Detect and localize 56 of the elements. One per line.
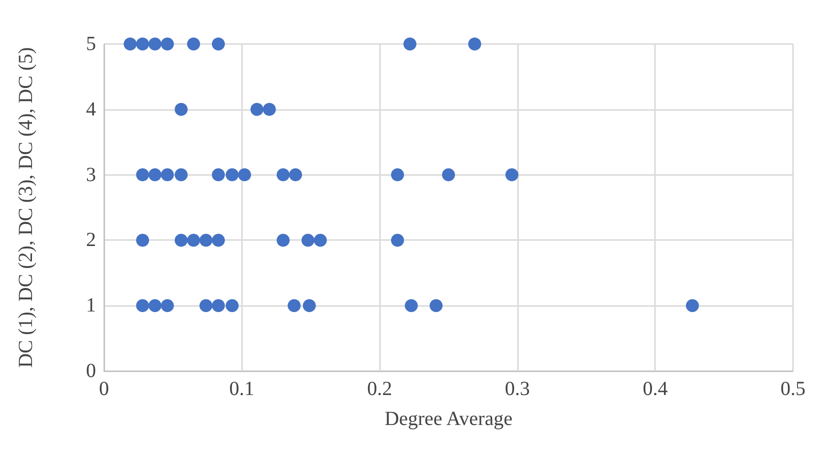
point [174,168,188,182]
point [442,168,455,182]
point [301,234,314,247]
point [160,299,174,312]
point [226,168,239,182]
point [262,102,276,116]
point [238,168,252,182]
y-tick-label: 3 [86,164,96,186]
x-tick-label: 0.5 [780,378,806,400]
point [289,168,302,182]
point [160,38,174,50]
x-tick-label: 0.3 [504,378,530,400]
point [136,299,150,312]
point [212,38,225,50]
point [276,168,290,182]
point [136,168,150,182]
point [404,299,418,312]
point [148,299,162,312]
y-tick-label: 4 [86,98,96,120]
point [174,102,188,116]
point [302,299,316,312]
point [391,168,404,182]
point [160,168,174,182]
point [148,168,162,182]
point [187,38,200,50]
x-axis-title: Degree Average [384,408,513,430]
point [136,38,150,50]
point [212,299,225,312]
x-tick-label: 0.4 [642,378,668,400]
point [468,38,482,50]
point [212,234,225,247]
point [505,168,518,182]
point [174,234,188,247]
point [276,234,290,247]
point [124,38,137,50]
point [199,234,212,247]
point [288,299,301,312]
y-axis-title: DC (1), DC (2), DC (3), DC (4), DC (5) [15,47,37,368]
point [226,299,239,312]
x-tick-label: 0.1 [229,378,254,400]
point [187,234,200,247]
point [403,38,416,50]
point [314,234,327,247]
y-tick-label: 2 [86,229,96,252]
point [199,299,212,312]
y-tick-label: 0 [86,360,96,382]
y-tick-label: 5 [86,33,96,55]
point [430,299,443,312]
point [391,234,404,247]
x-tick-label: 0.2 [367,378,392,400]
point [212,168,225,182]
y-tick-label: 1 [86,294,96,317]
point [136,234,150,247]
point [686,299,699,312]
point [148,38,162,50]
point [250,102,264,116]
